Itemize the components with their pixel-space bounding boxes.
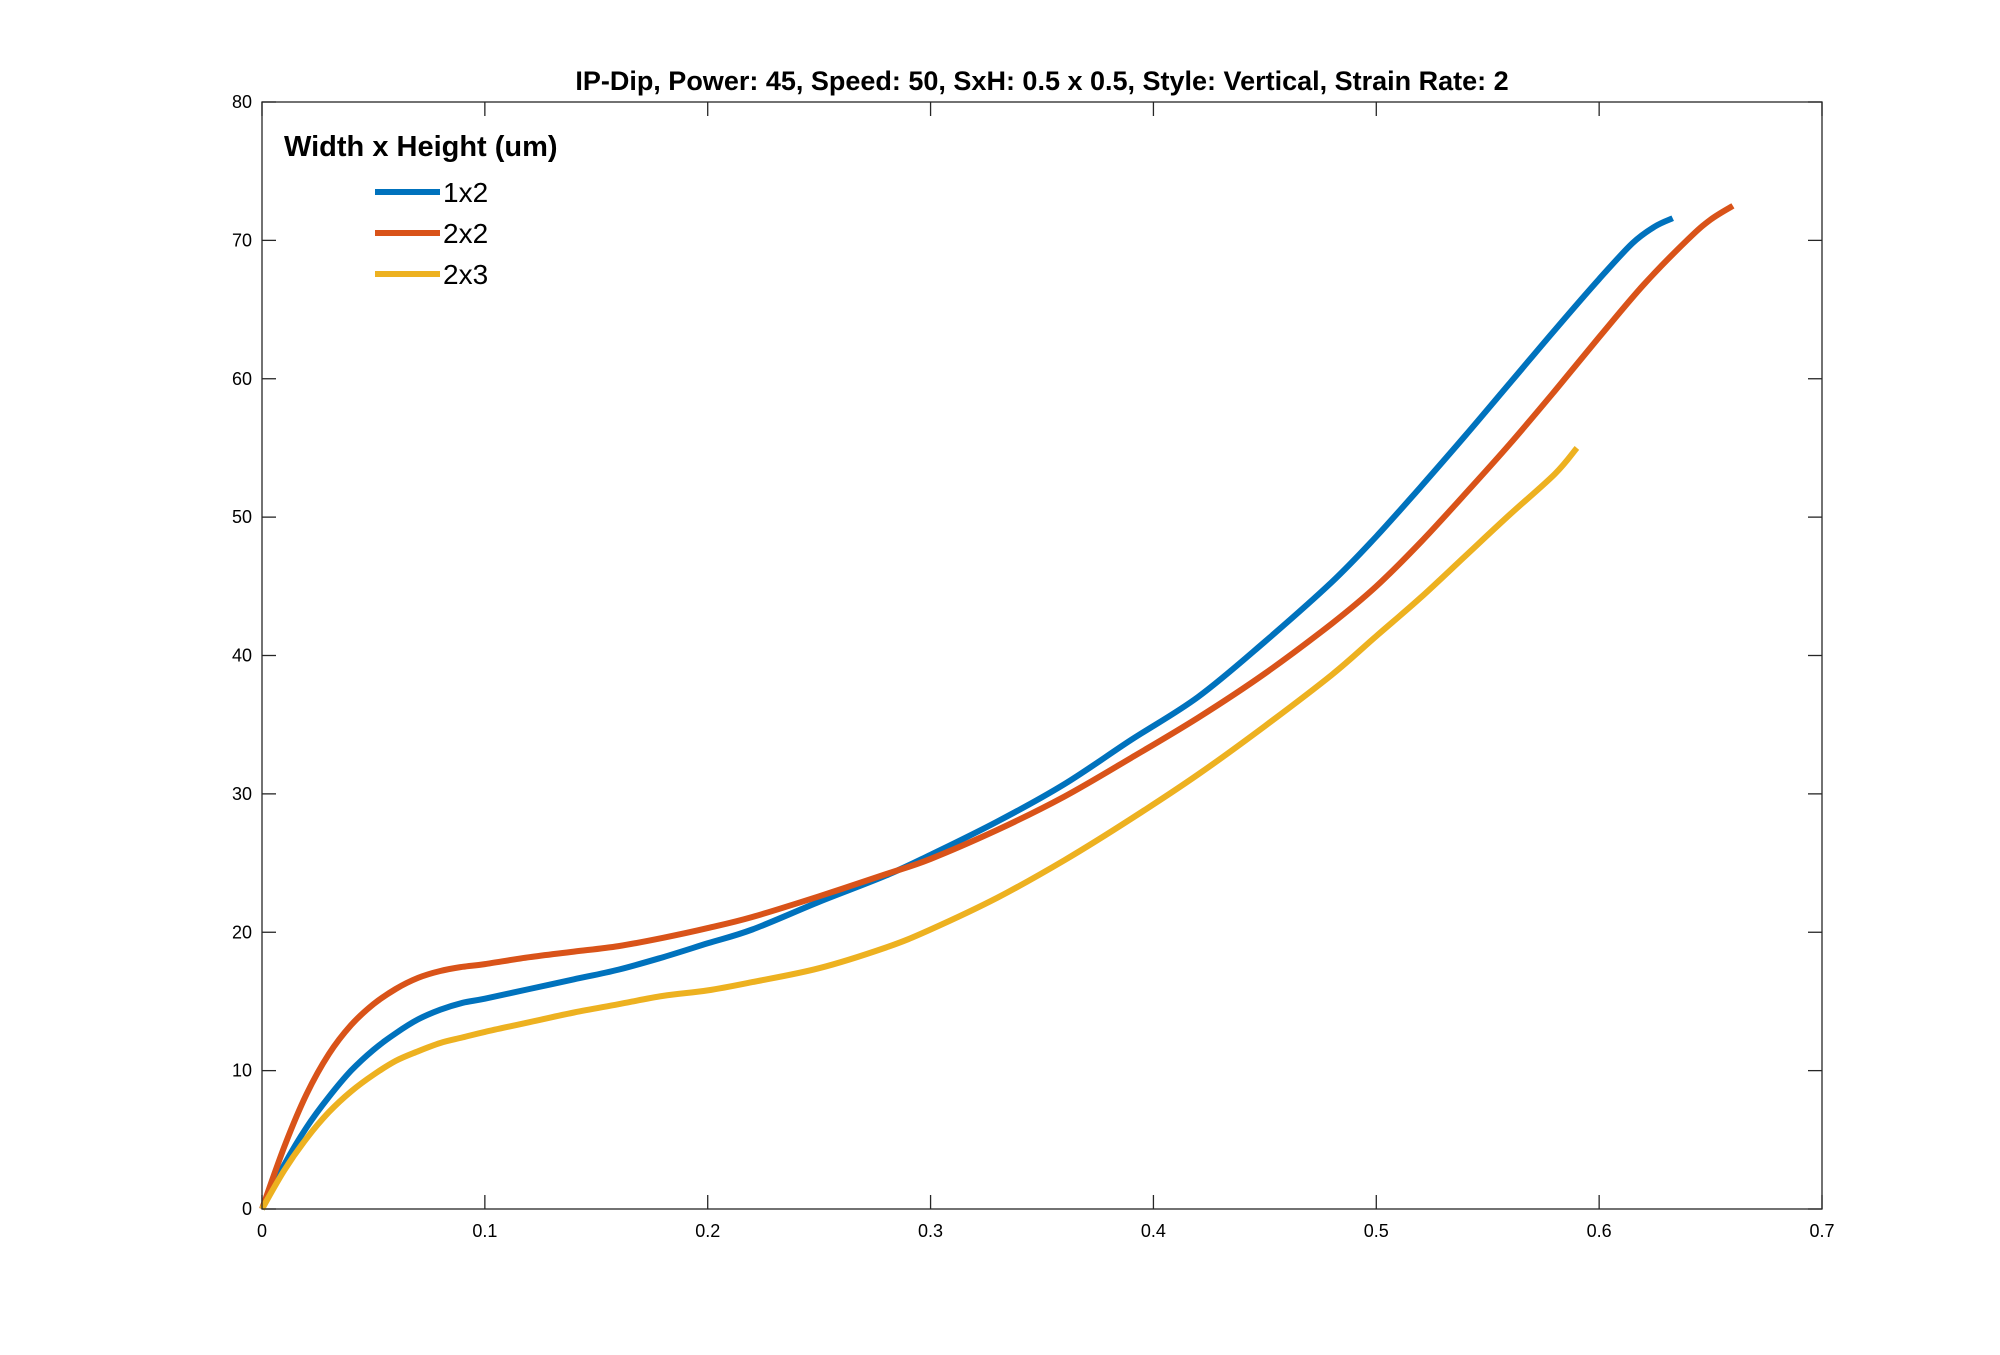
x-tick-label: 0.6 xyxy=(1587,1221,1612,1241)
legend: Width x Height (um) 1x2 2x2 2x3 xyxy=(284,131,558,290)
x-tick-label: 0.4 xyxy=(1141,1221,1166,1241)
x-tick-label: 0.7 xyxy=(1809,1221,1834,1241)
tick-layer: 0 0.1 0.2 0.3 0.4 0.5 0.6 0.7 0 10 20 30 40 50 60 70 80 xyxy=(232,92,1835,1241)
legend-title: Width x Height (um) xyxy=(284,131,558,163)
axes-box xyxy=(261,101,1823,1210)
series-layer xyxy=(259,203,1735,1211)
y-tick-label: 20 xyxy=(232,922,252,942)
y-tick-label: 50 xyxy=(232,507,252,527)
y-tick-label: 0 xyxy=(242,1199,252,1219)
y-tick-label: 40 xyxy=(232,646,252,666)
x-tick-label: 0.5 xyxy=(1364,1221,1389,1241)
plot-area: 0 0.1 0.2 0.3 0.4 0.5 0.6 0.7 0 10 20 30 40 50 60 70 80 xyxy=(232,92,1835,1241)
y-tick-label: 10 xyxy=(232,1061,252,1081)
legend-label-2x3: 2x3 xyxy=(443,259,488,290)
legend-label-1x2: 1x2 xyxy=(443,177,488,208)
x-tick-label: 0.3 xyxy=(918,1221,943,1241)
y-tick-label: 70 xyxy=(232,230,252,250)
legend-items: 1x2 2x2 2x3 xyxy=(375,177,488,290)
y-tick-label: 30 xyxy=(232,784,252,804)
y-tick-label: 80 xyxy=(232,92,252,112)
series-line-2x3 xyxy=(259,445,1580,1211)
y-tick-label: 60 xyxy=(232,369,252,389)
chart-title: IP-Dip, Power: 45, Speed: 50, SxH: 0.5 x… xyxy=(575,66,1508,96)
x-tick-label: 0.1 xyxy=(472,1221,497,1241)
x-tick-label: 0 xyxy=(257,1221,267,1241)
series-line-2x2 xyxy=(259,203,1735,1211)
x-tick-label: 0.2 xyxy=(695,1221,720,1241)
legend-label-2x2: 2x2 xyxy=(443,218,488,249)
